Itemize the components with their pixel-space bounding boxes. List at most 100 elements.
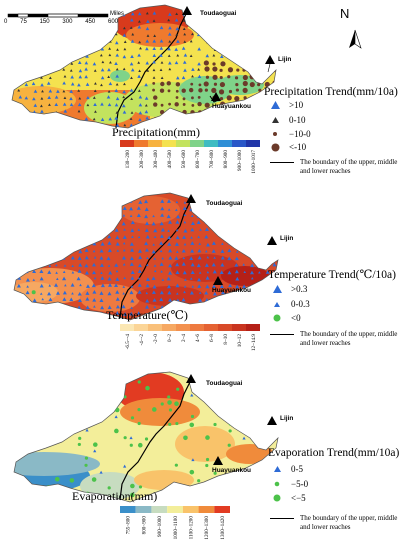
station-marker (174, 18, 179, 22)
station-marker (71, 292, 74, 295)
station-marker (55, 213, 60, 217)
station-marker (122, 235, 127, 239)
station-marker (137, 380, 141, 384)
station-marker (123, 276, 126, 280)
trend-legend-title: Evaporation Trend(mm/10a) (268, 447, 400, 459)
station-marker (258, 88, 262, 92)
station-marker (32, 269, 37, 274)
station-marker (78, 68, 83, 73)
station-marker (181, 248, 186, 253)
station-marker (92, 298, 97, 302)
legend-item: >10 (268, 100, 303, 110)
station-marker (219, 299, 223, 302)
station-marker (249, 304, 254, 308)
station-marker (40, 228, 44, 231)
station-marker (33, 103, 38, 107)
station-marker (18, 25, 22, 29)
boundary-line-icon (270, 334, 294, 336)
station-marker (93, 442, 98, 447)
station-marker (168, 67, 172, 71)
station-marker (265, 234, 270, 238)
legend-item: −10-0 (268, 129, 311, 139)
station-marker (24, 241, 29, 246)
station-marker (92, 241, 97, 246)
station-marker (271, 199, 276, 204)
station-marker (18, 312, 21, 315)
colorbar-label: 130~200 (125, 150, 131, 169)
station-marker (121, 304, 126, 309)
station-marker (47, 242, 52, 246)
station-marker (242, 47, 247, 51)
station-marker (136, 206, 141, 210)
small-blue-triangle-icon (270, 301, 284, 307)
station-marker (168, 12, 172, 16)
station-marker (183, 68, 187, 72)
station-marker (77, 298, 82, 303)
station-marker (190, 262, 195, 267)
station-marker (243, 270, 247, 274)
station-marker (115, 311, 120, 315)
station-marker (16, 109, 21, 113)
station-marker (63, 264, 67, 267)
station-marker (152, 60, 156, 64)
station-marker (183, 228, 188, 233)
station-marker (107, 90, 111, 93)
station-marker (33, 60, 37, 64)
station-marker (40, 234, 45, 238)
station-marker (63, 96, 67, 99)
station-marker (14, 263, 15, 267)
station-marker (160, 206, 165, 211)
station-marker (137, 12, 142, 16)
station-marker (234, 207, 239, 212)
station-marker (258, 256, 261, 259)
station-marker (159, 88, 165, 93)
legend-item: 0-5 (270, 464, 303, 474)
scale-tick: 450 (85, 19, 96, 25)
station-marker (122, 206, 127, 211)
station-marker (250, 263, 255, 268)
station-marker (63, 109, 68, 113)
station-marker (130, 248, 135, 252)
colorbar-swatch (134, 324, 148, 331)
station-marker (92, 228, 97, 233)
station-marker (205, 54, 210, 58)
colorbar-swatch (218, 140, 232, 147)
station-marker (123, 40, 127, 43)
station-marker (40, 62, 44, 65)
station-marker (273, 379, 277, 384)
station-marker (41, 297, 45, 301)
station-marker (197, 235, 200, 239)
station-marker (167, 235, 172, 240)
station-marker (40, 76, 43, 79)
station-marker (198, 312, 202, 315)
station-marker (108, 47, 112, 50)
station-marker (115, 200, 120, 205)
station-marker (198, 88, 203, 93)
station-marker (70, 242, 75, 246)
temperature-colorbar: -6.5~-4 -4~-2 -2~0 0~2 2~4 4~6 6~8 8~10 10~12 12~… (120, 324, 260, 351)
station-marker (92, 290, 97, 294)
station-marker (85, 305, 90, 310)
station-marker (18, 236, 22, 239)
station-marker (115, 297, 120, 301)
station-marker (160, 61, 164, 64)
station-marker (77, 102, 82, 107)
station-marker (220, 207, 225, 212)
station-marker (197, 284, 202, 288)
station-marker (114, 206, 119, 210)
station-marker (24, 256, 29, 260)
colorbar-swatch (167, 506, 183, 513)
station-marker (131, 32, 135, 36)
station-marker (183, 53, 188, 57)
station-marker (115, 277, 120, 281)
scale-tick: 600 (107, 19, 118, 25)
station-marker (55, 62, 58, 65)
green-dot-icon (270, 494, 284, 502)
station-marker (47, 270, 52, 274)
station-marker (122, 285, 126, 288)
station-marker (25, 227, 30, 232)
station-marker (218, 89, 225, 95)
station-marker (85, 207, 90, 211)
station-marker (62, 68, 66, 71)
station-marker (32, 117, 36, 121)
